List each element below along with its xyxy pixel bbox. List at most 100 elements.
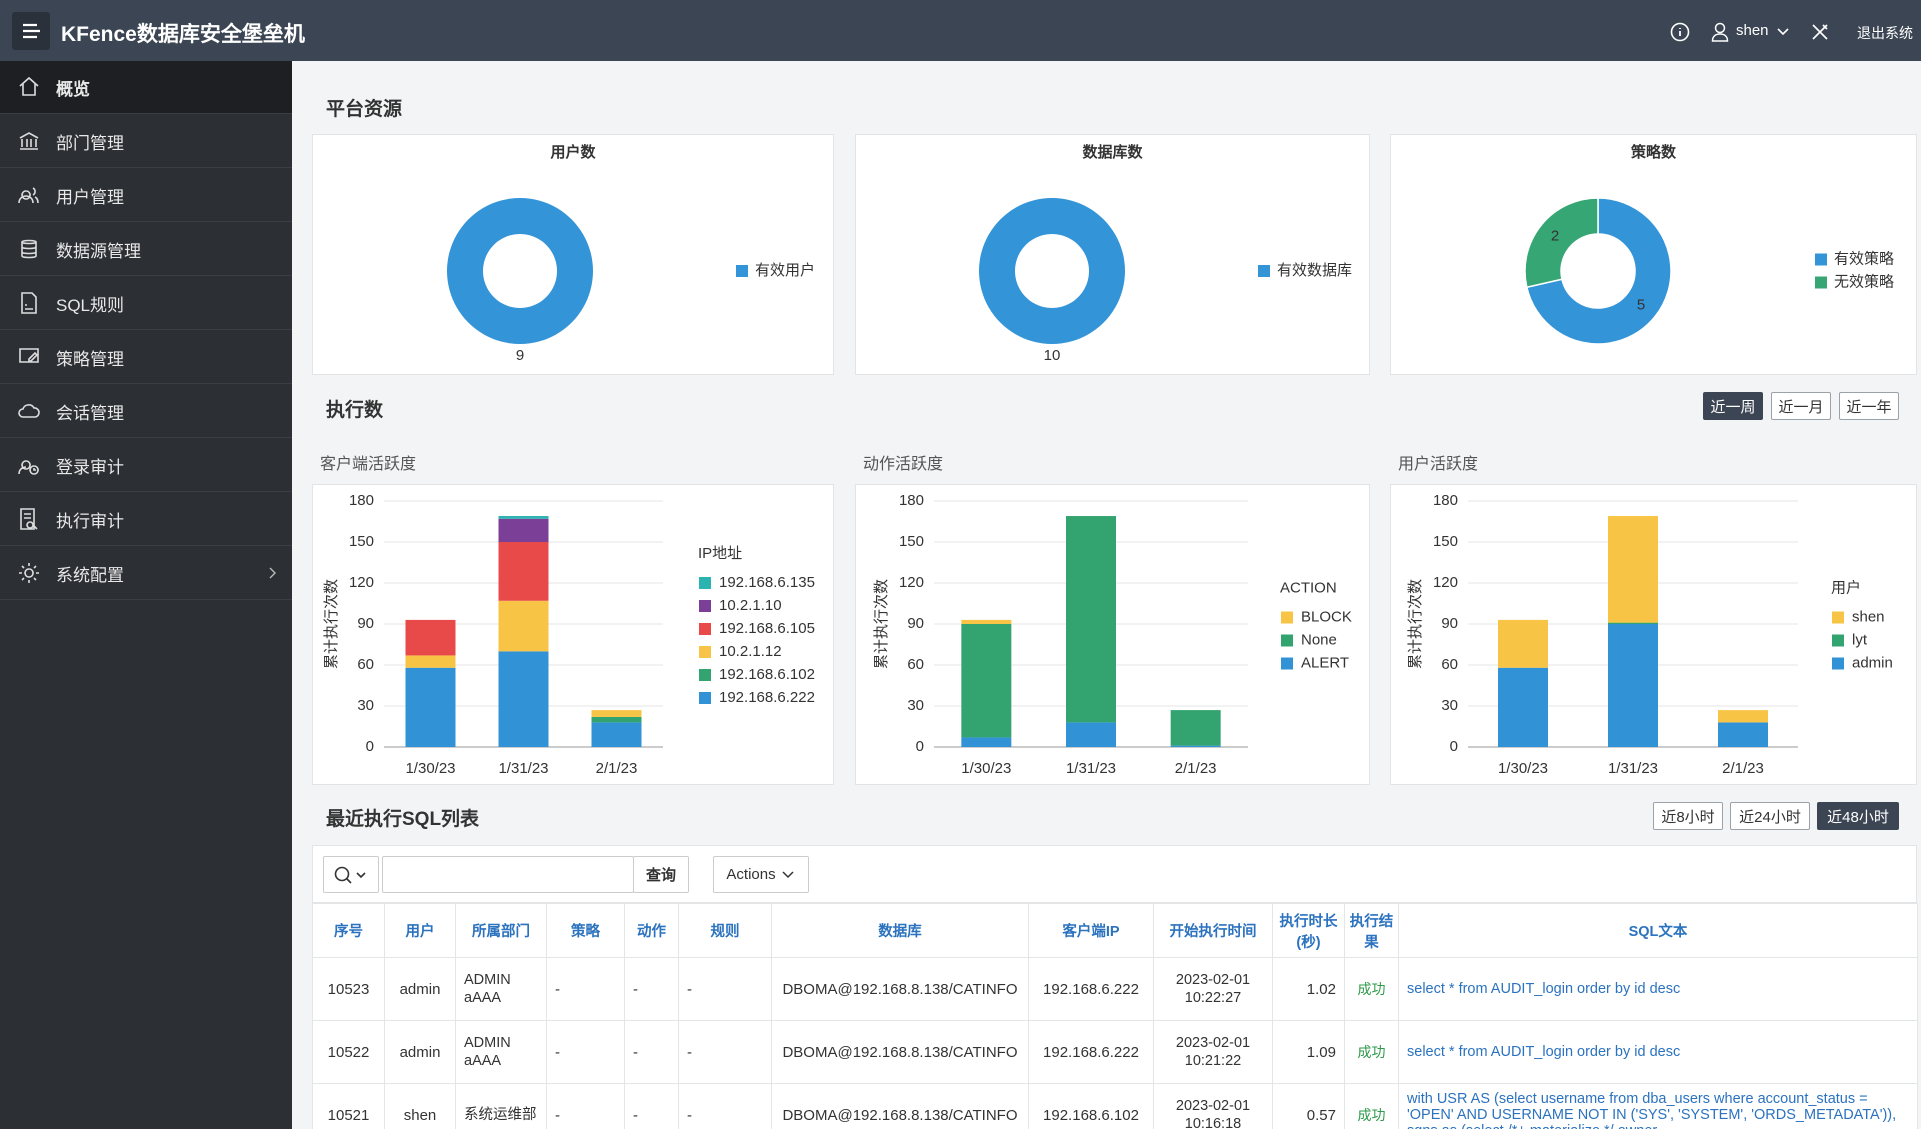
main: 平台资源 执行数 最近执行SQL列表 近一周 近一月 近一年 近8小时 近24小时 近4… (292, 61, 1921, 1129)
y-tick-label: 0 (1450, 738, 1458, 755)
nav-item[interactable]: 概览 (0, 61, 292, 114)
chart-panel: 0 30 60 90 120 150 180 累计执行次数 1/30/23 1/31/23 2/1/… (1390, 484, 1917, 785)
column-header[interactable]: 动作 (624, 903, 679, 958)
nav-icon (19, 563, 39, 583)
bar-chart: 0 30 60 90 120 150 180 累计执行次数 1/30/23 1/31/23 2/1/… (873, 492, 1352, 777)
nav-item[interactable]: 数据源管理 (0, 223, 292, 276)
legend-swatch (1281, 634, 1293, 647)
value-label: 9 (516, 347, 524, 364)
logout[interactable]: 退出系统 (1857, 25, 1913, 41)
cell: - (678, 1083, 772, 1129)
legend-swatch (1815, 276, 1827, 289)
column-header[interactable]: 执行结果 (1344, 903, 1399, 958)
y-tick-label: 150 (899, 533, 924, 550)
cell: DBOMA@192.168.8.138/CATINFO (771, 957, 1029, 1021)
cell: 2023-02-01 10:21:22 (1153, 1020, 1273, 1084)
sql-range-button[interactable]: 近48小时 (1817, 802, 1899, 830)
user-menu[interactable]: shen (1736, 22, 1769, 39)
chevron (269, 567, 276, 579)
value-label: 2 (1551, 228, 1559, 245)
sql-range-button[interactable]: 近24小时 (1730, 802, 1810, 830)
bar-segment (1066, 722, 1116, 747)
bar-segment (405, 667, 456, 747)
info-icon[interactable] (1670, 22, 1690, 42)
icon (19, 348, 39, 363)
sql-text[interactable]: select * from AUDIT_login order by id de… (1398, 1020, 1918, 1084)
column-header[interactable]: 执行时长(秒) (1272, 903, 1345, 958)
legend-label: 192.168.6.105 (719, 620, 815, 637)
column-header[interactable]: 序号 (312, 903, 385, 958)
sql-text[interactable]: with USR AS (select username from dba_us… (1398, 1083, 1918, 1129)
period-button[interactable]: 近一周 (1703, 392, 1763, 420)
icon (18, 187, 39, 204)
bar-segment (1498, 667, 1548, 747)
legend-swatch (736, 265, 748, 277)
nav-item[interactable]: 部门管理 (0, 115, 292, 168)
nav-item[interactable]: 执行审计 (0, 493, 292, 546)
sql-range-button[interactable]: 近8小时 (1653, 802, 1723, 830)
y-tick-label: 30 (907, 697, 924, 714)
bar-segment (1498, 619, 1548, 668)
legend-label: None (1301, 631, 1337, 648)
x-tick-label: 1/31/23 (1066, 760, 1116, 777)
y-axis-label: 累计执行次数 (873, 579, 890, 669)
nav-label: 数据源管理 (56, 241, 141, 261)
bar-segment (498, 600, 549, 652)
app-title: KFence数据库安全堡垒机 (61, 23, 305, 46)
y-tick-label: 60 (907, 656, 924, 673)
actions-menu[interactable]: Actions (713, 856, 809, 893)
nav-label: 策略管理 (56, 349, 124, 369)
tools-icon[interactable] (1810, 22, 1830, 42)
nav-label: 概览 (56, 79, 90, 99)
x-tick-label: 1/30/23 (1498, 760, 1548, 777)
icon (21, 292, 37, 314)
x-tick-label: 1/31/23 (498, 760, 548, 777)
search-scope[interactable] (323, 856, 379, 893)
menu-button[interactable] (12, 12, 50, 50)
column-header[interactable]: 用户 (384, 903, 456, 958)
nav-label: SQL规则 (56, 295, 125, 315)
bar-segment (1066, 516, 1116, 723)
period-button[interactable]: 近一年 (1839, 392, 1899, 420)
sql-text[interactable]: select * from AUDIT_login order by id de… (1398, 957, 1918, 1021)
nav-item[interactable]: 用户管理 (0, 169, 292, 222)
bar-segment (961, 619, 1012, 624)
nav-item[interactable]: 策略管理 (0, 331, 292, 384)
chart-title: 用户活跃度 (1398, 456, 1479, 473)
cell: 成功 (1344, 957, 1399, 1021)
nav-item[interactable]: 会话管理 (0, 385, 292, 438)
nav-item[interactable]: 系统配置 (0, 547, 292, 600)
column-header[interactable]: 开始执行时间 (1153, 903, 1273, 958)
bar-segment (498, 516, 549, 519)
cell: 10521 (312, 1083, 385, 1129)
column-header[interactable]: 所属部门 (455, 903, 547, 958)
column-header[interactable]: 客户端IP (1028, 903, 1154, 958)
column-header[interactable]: 策略 (546, 903, 625, 958)
icon (18, 460, 39, 475)
header-row: 序号 用户 所属部门 策略 动作 规则 数据库 客户端IP 开始执行时间 执行时长(秒) 执行结果 S… (312, 903, 1918, 958)
nav-icon (19, 76, 39, 96)
nav-item[interactable]: 登录审计 (0, 439, 292, 492)
period-button[interactable]: 近一月 (1771, 392, 1831, 420)
y-tick-label: 90 (1441, 615, 1458, 632)
column-header[interactable]: 规则 (678, 903, 772, 958)
search-input[interactable] (382, 856, 634, 893)
legend-title: ACTION (1280, 579, 1337, 596)
y-tick-label: 120 (349, 574, 374, 591)
column-header[interactable]: 数据库 (771, 903, 1029, 958)
legend-swatch (699, 692, 711, 704)
icon (19, 76, 39, 96)
nav-label: 执行审计 (56, 511, 124, 531)
actions-label: Actions (726, 866, 776, 883)
cell: 192.168.6.222 (1028, 957, 1154, 1021)
legend-swatch (1258, 265, 1270, 277)
column-header[interactable]: SQL文本 (1398, 903, 1918, 958)
legend-label: shen (1852, 608, 1885, 625)
section-title: 最近执行SQL列表 (326, 809, 480, 830)
search-button[interactable]: 查询 (633, 856, 689, 893)
y-tick-label: 0 (916, 738, 924, 755)
legend-swatch (1832, 611, 1844, 624)
legend-swatch (699, 577, 711, 589)
icon (19, 132, 39, 150)
nav-item[interactable]: SQL规则 (0, 277, 292, 330)
